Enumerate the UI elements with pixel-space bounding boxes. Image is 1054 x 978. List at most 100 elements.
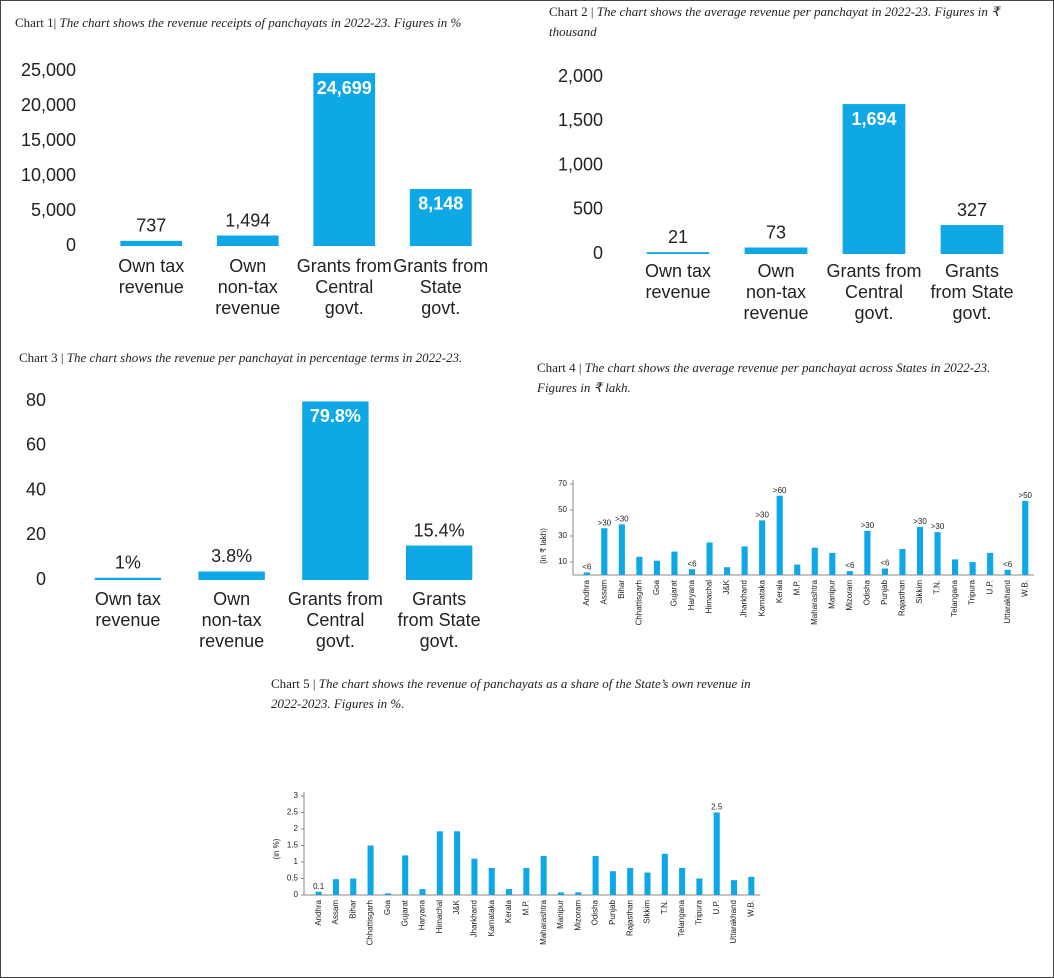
x-tick-label: Odisha: [862, 579, 871, 605]
bar: [706, 542, 713, 575]
x-tick-label: Grants from Central govt.: [826, 261, 922, 323]
x-tick-label: Kerala: [775, 579, 784, 603]
value-label: 79.8%: [310, 406, 361, 426]
chart-label: Chart 2 |: [549, 4, 594, 19]
bar: [969, 562, 976, 575]
x-tick-label: Sikkim: [915, 580, 924, 604]
y-tick-label: 2,000: [558, 66, 603, 86]
bar: [540, 856, 547, 895]
value-label: 21: [668, 227, 688, 247]
x-tick-label: Grants from State govt.: [393, 256, 489, 318]
x-tick-label: Grants from State govt.: [930, 261, 1014, 323]
bar: [679, 867, 686, 895]
y-tick-label: 10,000: [21, 165, 76, 185]
y-tick-label: 20: [26, 524, 46, 544]
x-tick-label: Rajasthan: [898, 580, 907, 616]
bar: [696, 878, 703, 895]
chart-caption: Chart 4 | The chart shows the average re…: [537, 358, 1017, 398]
chart-caption: Chart 2 | The chart shows the average re…: [549, 2, 1029, 42]
bar: [952, 559, 959, 575]
bar: [899, 549, 906, 575]
bar: [583, 572, 590, 575]
bar: [575, 892, 582, 895]
value-label: >60: [773, 486, 787, 495]
y-tick-label: 1: [294, 857, 299, 866]
x-tick-label: Himachal: [705, 580, 714, 614]
bar: [1004, 569, 1011, 575]
bar: [402, 855, 409, 895]
value-label: 24,699: [317, 78, 372, 98]
y-tick-label: 30: [558, 531, 567, 540]
bar: [367, 845, 374, 895]
x-tick-label: Own tax revenue: [644, 261, 712, 302]
bar: [646, 252, 710, 254]
y-axis-label: (in ₹ lakh): [539, 528, 548, 564]
value-label: >30: [755, 511, 769, 520]
value-label: >30: [615, 514, 629, 523]
x-tick-label: Odisha: [591, 899, 600, 925]
bar: [601, 528, 608, 575]
x-tick-label: Own non-tax revenue: [215, 256, 281, 318]
value-label: 15.4%: [414, 520, 465, 540]
x-tick-label: Karnataka: [757, 579, 766, 616]
bar: [302, 401, 369, 580]
bar: [987, 552, 994, 575]
y-tick-label: 2.5: [287, 808, 299, 817]
x-tick-label: Rajasthan: [625, 900, 634, 936]
y-tick-label: 1.5: [287, 841, 299, 850]
bar: [592, 856, 599, 895]
x-tick-label: Grants from State govt.: [397, 589, 481, 651]
chart-title: The chart shows the average revenue per …: [549, 4, 1000, 39]
x-tick-label: Mizoram: [845, 580, 854, 611]
x-tick-label: Tripura: [695, 899, 704, 925]
y-tick-label: 15,000: [21, 130, 76, 150]
value-label: <6: [1003, 560, 1013, 569]
x-tick-label: T.N.: [660, 900, 669, 914]
bar: [94, 577, 162, 580]
bar: [842, 104, 906, 255]
y-tick-label: 80: [26, 390, 46, 410]
value-label: 327: [957, 200, 987, 220]
bar: [724, 567, 731, 575]
x-tick-label: Sikkim: [643, 900, 652, 924]
bar: [741, 546, 748, 575]
value-label: 2.5: [711, 803, 723, 812]
bar: [934, 532, 941, 575]
x-tick-label: Assam: [599, 580, 608, 605]
y-tick-label: 0: [294, 890, 299, 899]
x-tick-label: Goa: [652, 579, 661, 595]
x-tick-label: Karnataka: [487, 899, 496, 936]
y-tick-label: 60: [26, 435, 46, 455]
bar: [864, 530, 871, 575]
x-tick-label: Andhra: [314, 899, 323, 925]
x-tick-label: W.B.: [1020, 580, 1029, 597]
chart-title: The chart shows the revenue per panchaya…: [66, 350, 463, 365]
bar: [409, 188, 472, 246]
bar: [609, 871, 616, 895]
x-tick-label: Punjab: [608, 899, 617, 924]
x-tick-label: Gujarat: [400, 899, 409, 926]
x-tick-label: Own non-tax revenue: [743, 261, 809, 323]
bar: [471, 858, 478, 895]
y-tick-label: 0: [593, 243, 603, 263]
value-label: <6: [582, 563, 592, 572]
bar: [776, 495, 783, 575]
chart-caption: Chart 5 | The chart shows the revenue of…: [271, 674, 771, 714]
y-tick-label: 40: [26, 479, 46, 499]
chart-label: Chart 4 |: [537, 360, 582, 375]
chart-title: The chart shows the revenue receipts of …: [59, 15, 462, 30]
y-tick-label: 25,000: [21, 60, 76, 80]
value-label: >30: [913, 517, 927, 526]
bar: [1022, 500, 1029, 575]
x-tick-label: Grants from Central govt.: [296, 256, 392, 318]
x-tick-label: J&K: [452, 899, 461, 914]
x-tick-label: M.P.: [792, 580, 801, 595]
chart-label: Chart 3 |: [19, 350, 64, 365]
bar: [794, 564, 801, 575]
y-tick-label: 70: [558, 479, 567, 488]
bar: [829, 552, 836, 575]
y-tick-label: 1,500: [558, 110, 603, 130]
bar: [436, 831, 443, 895]
